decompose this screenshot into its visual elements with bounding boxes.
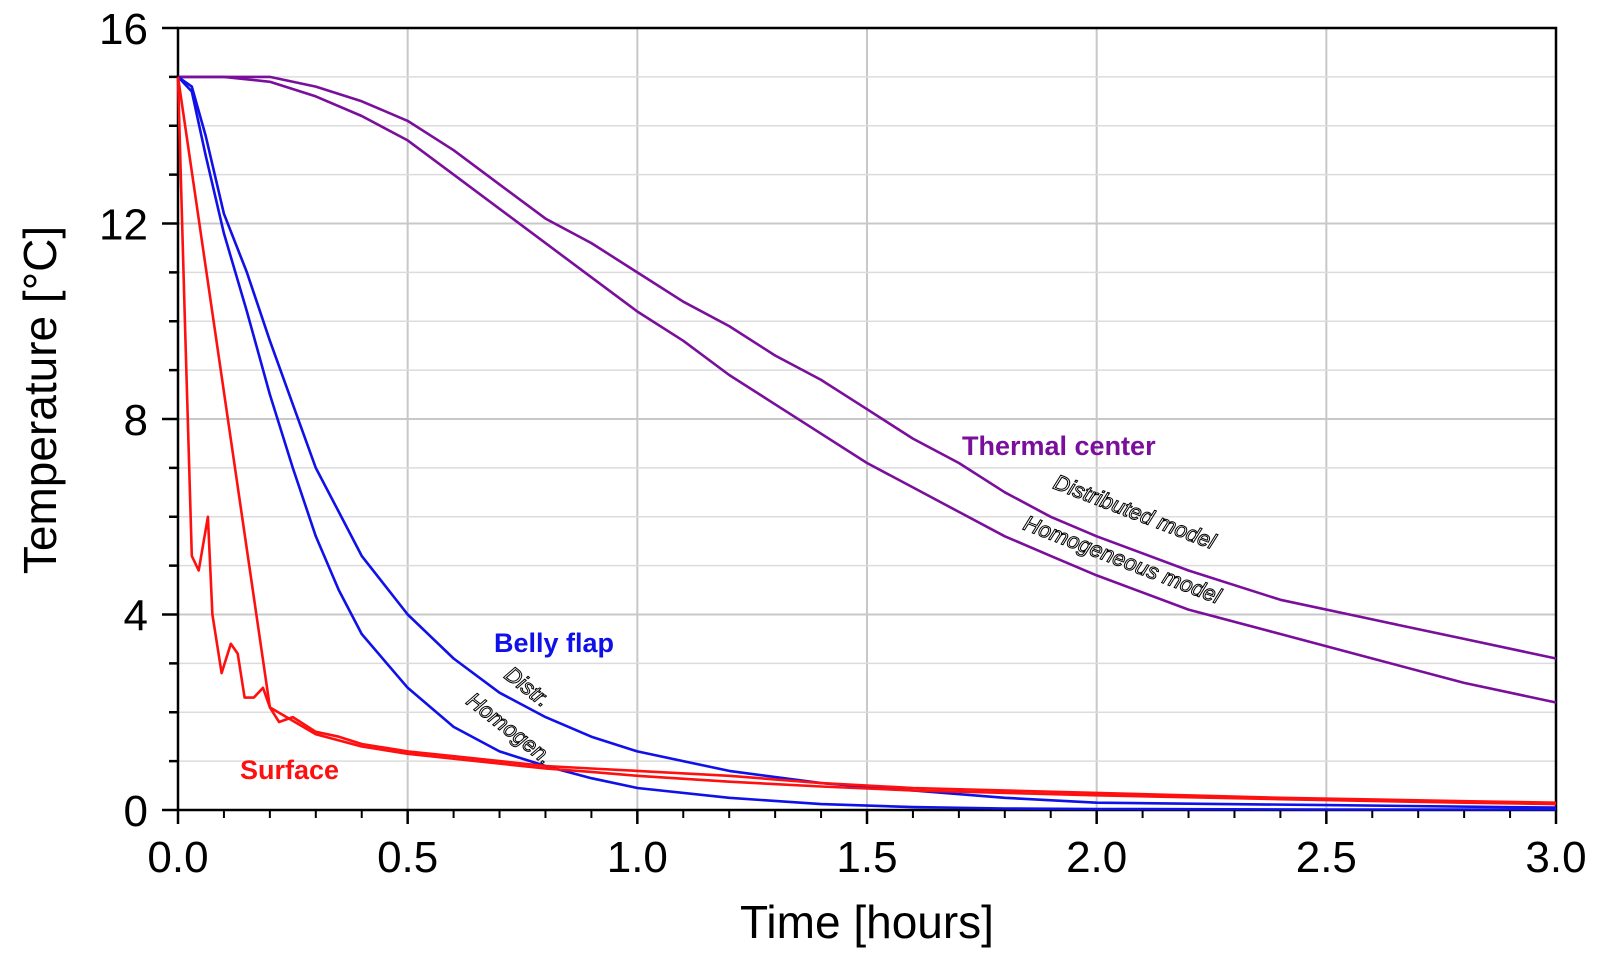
axes	[162, 26, 1558, 824]
thermal-center-distributed-line	[178, 75, 1557, 660]
thermal-center-homogeneous-line	[178, 75, 1557, 704]
y-axis-title: Temperature [°C]	[14, 226, 66, 574]
x-tick-label: 0.0	[147, 833, 208, 882]
y-tick-label: 12	[99, 201, 148, 250]
surface-label: Surface	[240, 755, 339, 785]
data-series	[176, 75, 1557, 811]
y-tick-label: 8	[124, 396, 148, 445]
belly-flap-homogeneous-line	[177, 76, 1556, 811]
belly-flap-label: Belly flap	[494, 628, 614, 658]
x-tick-label: 1.0	[607, 833, 668, 882]
y-tick-label: 0	[124, 787, 148, 836]
x-tick-label: 2.5	[1296, 833, 1357, 882]
x-axis-title: Time [hours]	[740, 896, 994, 948]
x-tick-label: 1.5	[836, 833, 897, 882]
surface-distributed-line	[176, 76, 1557, 804]
y-tick-label: 16	[99, 5, 148, 54]
tick-labels: 0.0 0.5 1.0 1.5 2.0 2.5 3.0 0 4 8 12 16	[99, 5, 1587, 882]
grid-lines	[178, 28, 1556, 810]
x-tick-label: 2.0	[1066, 833, 1127, 882]
belly-flap-distributed-line	[177, 75, 1557, 809]
surface-homogeneous-line	[176, 76, 1557, 806]
y-tick-label: 4	[124, 592, 148, 641]
x-tick-label: 0.5	[377, 833, 438, 882]
x-tick-label: 3.0	[1525, 833, 1586, 882]
plot-area	[176, 26, 1558, 812]
thermal-center-label: Thermal center	[962, 431, 1156, 461]
distr-label: Distr.	[500, 661, 555, 712]
